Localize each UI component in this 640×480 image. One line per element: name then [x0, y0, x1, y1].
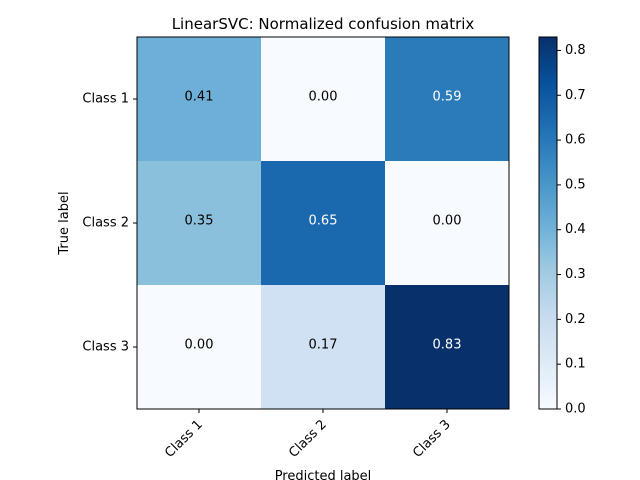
colorbar-tick-label: 0.7: [565, 88, 586, 103]
x-tick-label: Class 3: [410, 417, 454, 461]
y-tick-label: Class 2: [82, 216, 129, 231]
heatmap-cell: [137, 285, 261, 409]
heatmap-cells: [137, 37, 509, 409]
heatmap-cell: [137, 161, 261, 285]
cell-value-label: 0.83: [433, 338, 462, 353]
colorbar-tick-label: 0.5: [565, 177, 586, 192]
cell-value-label: 0.65: [309, 214, 338, 229]
colorbar-tick-label: 0.3: [565, 267, 586, 282]
colorbar-tick-label: 0.0: [565, 402, 586, 417]
cell-value-label: 0.00: [185, 338, 214, 353]
heatmap-cell: [385, 37, 509, 161]
y-tick-label: Class 1: [82, 92, 129, 107]
cell-value-label: 0.59: [433, 90, 462, 105]
colorbar-gradient: [538, 36, 558, 410]
x-axis-ticks: Class 1 Class 2 Class 3: [162, 409, 454, 461]
colorbar: 0.0 0.1 0.2 0.3 0.4 0.5 0.6 0.7 0.8: [538, 36, 586, 417]
cell-value-label: 0.17: [309, 338, 338, 353]
colorbar-tick-label: 0.4: [565, 222, 586, 237]
y-tick-label: Class 3: [82, 340, 129, 355]
chart-title: LinearSVC: Normalized confusion matrix: [172, 15, 475, 33]
heatmap-cell: [261, 37, 385, 161]
heatmap-cell: [261, 285, 385, 409]
heatmap-cell: [385, 285, 509, 409]
colorbar-tick-label: 0.2: [565, 312, 586, 327]
heatmap-cell: [385, 161, 509, 285]
colorbar-tick-label: 0.8: [565, 43, 586, 58]
heatmap-cell-labels: 0.41 0.00 0.59 0.35 0.65 0.00 0.00 0.17 0.83: [185, 90, 462, 353]
x-tick-label: Class 1: [162, 417, 206, 461]
heatmap-cell: [137, 37, 261, 161]
colorbar-tick-label: 0.6: [565, 133, 586, 148]
colorbar-ticks: 0.0 0.1 0.2 0.3 0.4 0.5 0.6 0.7 0.8: [557, 43, 586, 417]
heatmap-cell: [261, 161, 385, 285]
colorbar-tick-label: 0.1: [565, 357, 586, 372]
y-axis-label: True label: [57, 191, 72, 255]
cell-value-label: 0.41: [185, 90, 214, 105]
x-axis-label: Predicted label: [275, 469, 372, 480]
cell-value-label: 0.00: [309, 90, 338, 105]
cell-value-label: 0.00: [433, 214, 462, 229]
y-axis-ticks: Class 1 Class 2 Class 3: [82, 92, 137, 355]
cell-value-label: 0.35: [185, 214, 214, 229]
x-tick-label: Class 2: [286, 417, 330, 461]
